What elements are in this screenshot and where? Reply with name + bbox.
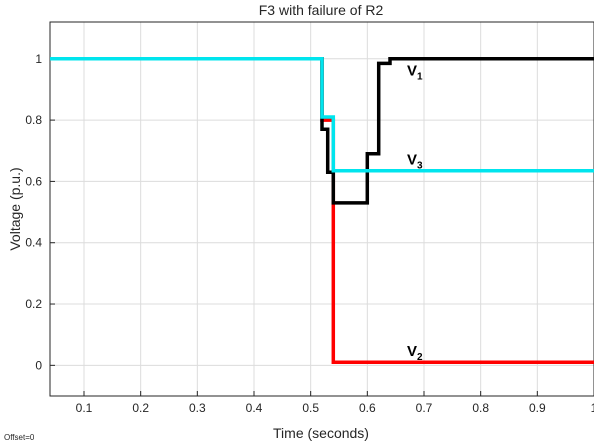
x-tick-label: 0.7 bbox=[416, 401, 433, 415]
y-tick-label: 0.6 bbox=[25, 174, 42, 188]
x-axis-title: Time (seconds) bbox=[273, 425, 369, 441]
series-label-sub: 2 bbox=[417, 352, 423, 363]
x-tick-label: 1 bbox=[591, 401, 594, 415]
x-tick-label: 0.2 bbox=[132, 401, 149, 415]
x-tick-label: 0.3 bbox=[189, 401, 206, 415]
offset-note: Offset=0 bbox=[4, 433, 35, 442]
series-label-main: V bbox=[407, 63, 417, 80]
series-label-v3: V3 bbox=[407, 152, 423, 172]
chart-title: F3 with failure of R2 bbox=[259, 2, 384, 18]
y-tick-label: 0.4 bbox=[25, 236, 42, 250]
series-line-v1 bbox=[50, 57, 594, 205]
y-tick-label: 0.8 bbox=[25, 113, 42, 127]
y-tick-label: 0 bbox=[35, 358, 42, 372]
y-tick-label: 0.2 bbox=[25, 297, 42, 311]
series bbox=[50, 57, 594, 365]
series-label-main: V bbox=[407, 152, 417, 169]
x-tick-label: 0.5 bbox=[302, 401, 319, 415]
x-tick-label: 0.8 bbox=[472, 401, 489, 415]
series-label-sub: 3 bbox=[417, 161, 423, 172]
y-tick-label: 1 bbox=[35, 52, 42, 66]
plot-area bbox=[49, 21, 594, 397]
series-label-v2: V2 bbox=[407, 343, 423, 363]
x-tick-label: 0.1 bbox=[76, 401, 93, 415]
series-label-sub: 1 bbox=[417, 72, 423, 83]
series-label-v1: V1 bbox=[407, 63, 423, 83]
axes: 0.1 0.2 0.3 0.4 0.5 0.6 0.7 0.8 0.9 1 0 0.2 0.4 0.6 0.… bbox=[25, 52, 594, 415]
x-tick-label: 0.6 bbox=[359, 401, 376, 415]
y-axis-title: Voltage (p.u.) bbox=[7, 167, 23, 250]
series-label-main: V bbox=[407, 343, 417, 360]
series-line-v3 bbox=[50, 57, 594, 173]
x-tick-label: 0.4 bbox=[246, 401, 263, 415]
x-tick-label: 0.9 bbox=[529, 401, 546, 415]
